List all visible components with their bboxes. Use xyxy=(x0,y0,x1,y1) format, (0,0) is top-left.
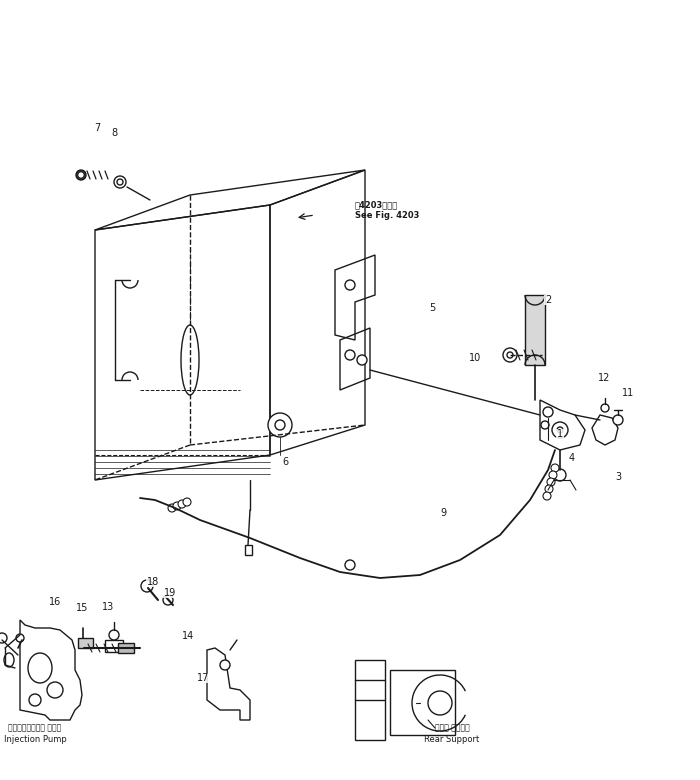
Ellipse shape xyxy=(554,469,566,481)
Ellipse shape xyxy=(47,682,63,698)
Bar xyxy=(78,638,93,648)
Bar xyxy=(390,670,455,735)
Text: 第4203図参照
See Fig. 4203: 第4203図参照 See Fig. 4203 xyxy=(355,200,419,220)
Text: 18: 18 xyxy=(147,577,159,587)
Text: 12: 12 xyxy=(598,373,610,383)
Bar xyxy=(525,295,545,365)
Ellipse shape xyxy=(0,633,7,643)
Ellipse shape xyxy=(117,179,123,185)
Text: Injection Pump: Injection Pump xyxy=(4,735,66,743)
Ellipse shape xyxy=(181,325,199,395)
Bar xyxy=(118,643,134,653)
Ellipse shape xyxy=(29,694,41,706)
Ellipse shape xyxy=(541,421,549,429)
Ellipse shape xyxy=(268,413,292,437)
Text: 15: 15 xyxy=(76,603,88,613)
Text: 5: 5 xyxy=(429,303,435,313)
Ellipse shape xyxy=(601,404,609,412)
Text: 2: 2 xyxy=(545,295,551,305)
Ellipse shape xyxy=(345,350,355,360)
Ellipse shape xyxy=(163,595,173,605)
Ellipse shape xyxy=(168,504,176,512)
Text: 7: 7 xyxy=(94,123,100,133)
Ellipse shape xyxy=(275,420,285,430)
Text: 17: 17 xyxy=(197,673,209,683)
Ellipse shape xyxy=(183,498,191,506)
Ellipse shape xyxy=(28,653,52,683)
Text: Rear Support: Rear Support xyxy=(424,735,480,743)
Bar xyxy=(105,640,123,652)
Ellipse shape xyxy=(547,478,555,486)
Ellipse shape xyxy=(613,415,623,425)
Bar xyxy=(355,660,385,740)
Text: 3: 3 xyxy=(615,472,621,482)
Ellipse shape xyxy=(141,580,153,592)
Ellipse shape xyxy=(78,172,84,178)
Ellipse shape xyxy=(173,502,181,510)
Text: リヤー サポート: リヤー サポート xyxy=(435,724,470,732)
Ellipse shape xyxy=(345,280,355,290)
Ellipse shape xyxy=(16,634,24,642)
Text: 14: 14 xyxy=(182,631,194,641)
Ellipse shape xyxy=(345,560,355,570)
Ellipse shape xyxy=(549,471,557,479)
Text: 19: 19 xyxy=(164,588,176,598)
Text: 6: 6 xyxy=(282,457,288,467)
Ellipse shape xyxy=(503,348,517,362)
Text: 8: 8 xyxy=(111,128,117,138)
Ellipse shape xyxy=(428,691,452,715)
Ellipse shape xyxy=(551,464,559,472)
Ellipse shape xyxy=(552,422,568,438)
Text: 16: 16 xyxy=(49,597,61,607)
Ellipse shape xyxy=(178,500,186,508)
Text: 10: 10 xyxy=(469,353,481,363)
Text: インジェクション ポンプ: インジェクション ポンプ xyxy=(8,724,62,732)
Text: 11: 11 xyxy=(622,388,634,398)
Text: 9: 9 xyxy=(440,508,446,518)
Ellipse shape xyxy=(220,660,230,670)
Ellipse shape xyxy=(109,630,119,640)
Ellipse shape xyxy=(114,176,126,188)
Ellipse shape xyxy=(543,492,551,500)
Text: 1: 1 xyxy=(557,429,563,439)
Ellipse shape xyxy=(545,485,553,493)
Text: 4: 4 xyxy=(569,453,575,463)
Ellipse shape xyxy=(543,407,553,417)
Ellipse shape xyxy=(507,352,513,358)
Text: 13: 13 xyxy=(102,602,114,612)
Ellipse shape xyxy=(76,170,86,180)
Ellipse shape xyxy=(557,427,563,433)
Ellipse shape xyxy=(4,653,14,667)
Bar xyxy=(245,545,252,555)
Ellipse shape xyxy=(357,355,367,365)
